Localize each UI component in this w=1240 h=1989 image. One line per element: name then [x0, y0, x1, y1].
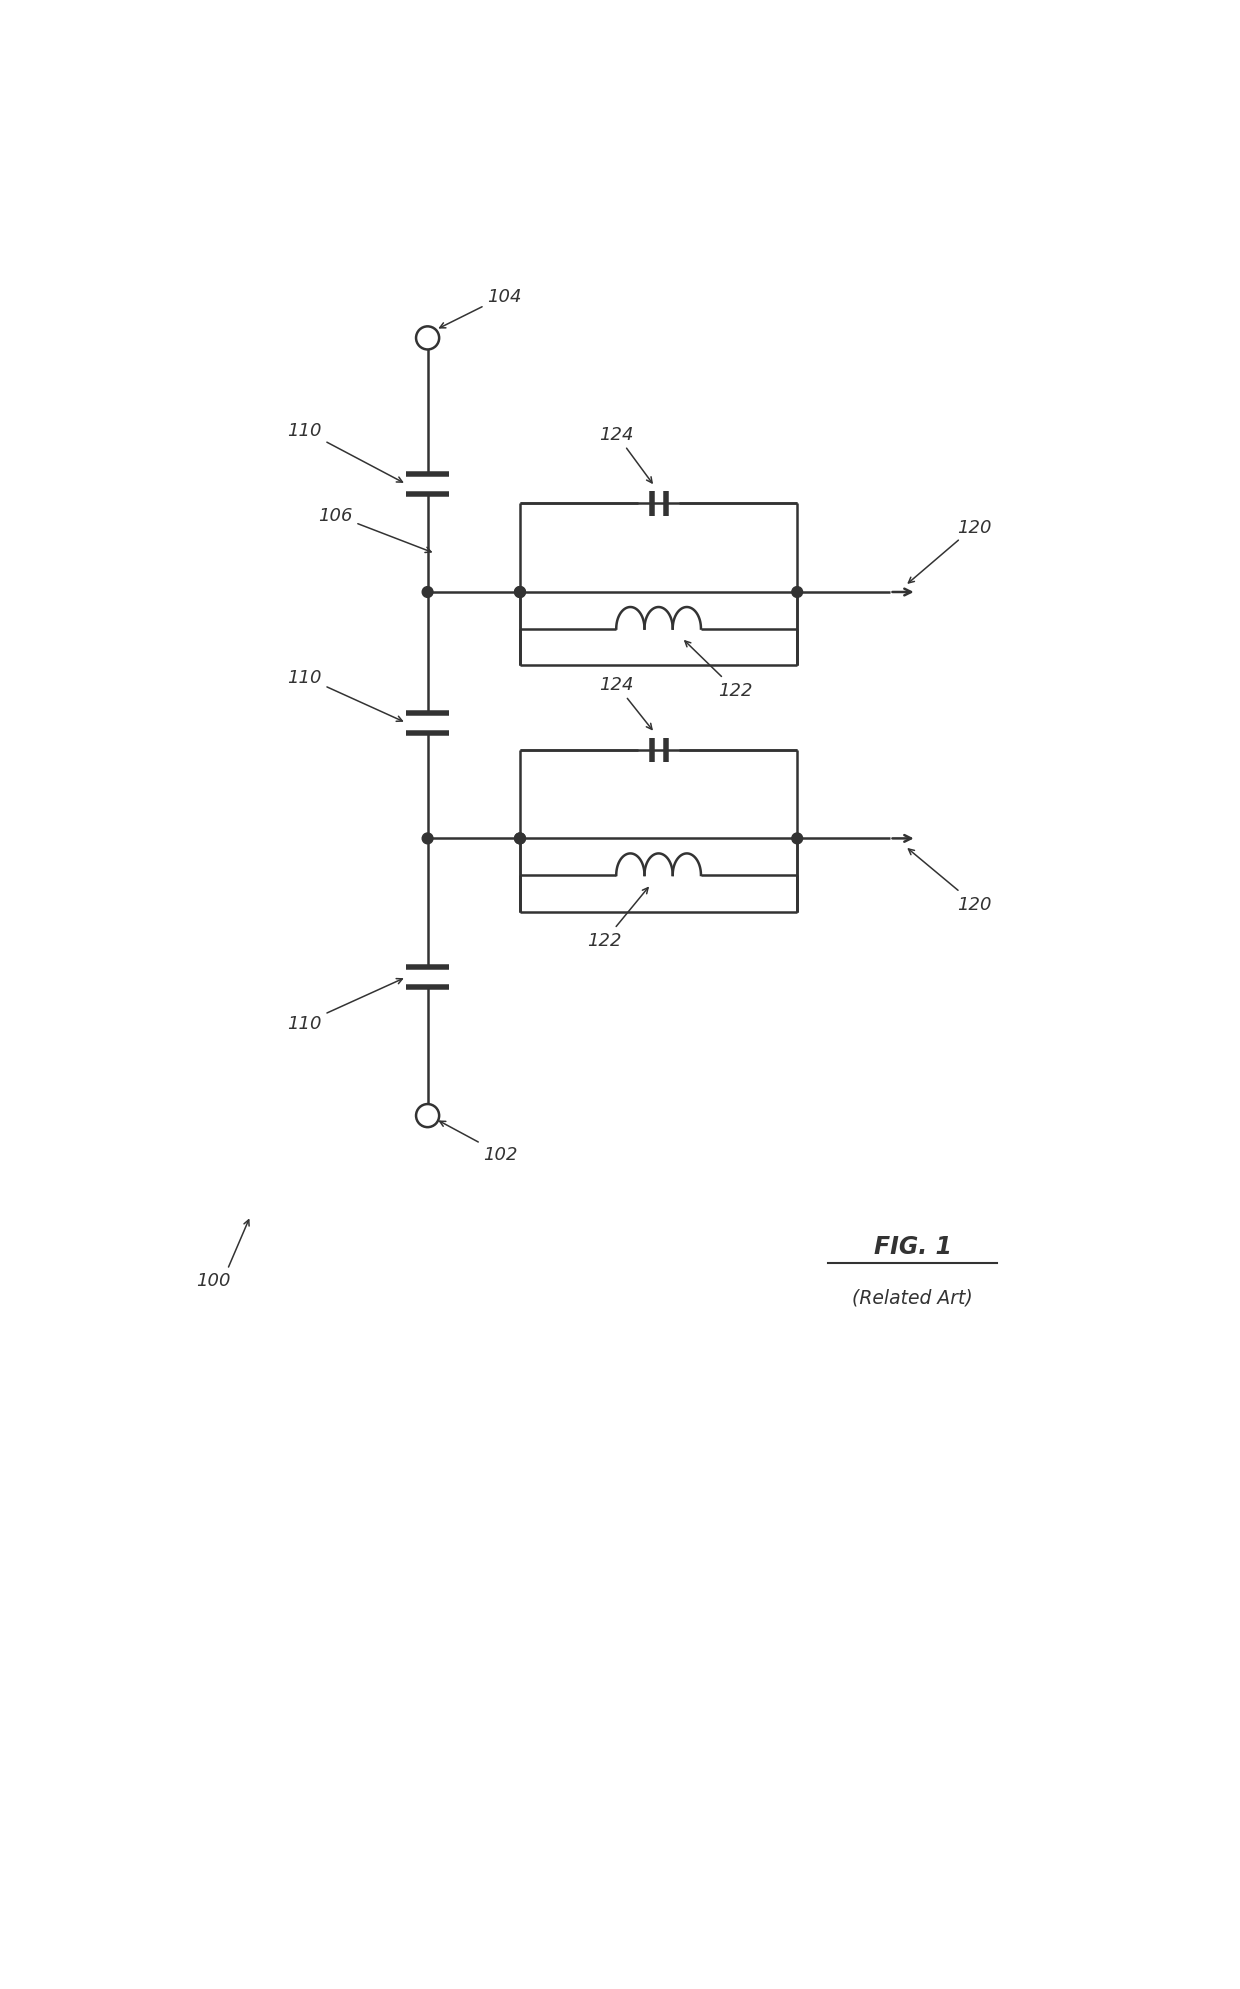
Text: 104: 104	[440, 286, 522, 328]
Text: 120: 120	[909, 849, 992, 913]
Circle shape	[515, 587, 526, 599]
Text: 110: 110	[288, 979, 402, 1032]
Text: 124: 124	[599, 676, 652, 730]
Text: 100: 100	[197, 1271, 231, 1289]
Circle shape	[515, 833, 526, 845]
Text: 110: 110	[288, 668, 402, 722]
Text: 110: 110	[288, 422, 403, 483]
Text: 102: 102	[440, 1122, 518, 1164]
Text: 124: 124	[599, 426, 652, 483]
Text: 106: 106	[317, 507, 432, 553]
Text: (Related Art): (Related Art)	[852, 1287, 973, 1307]
Circle shape	[515, 833, 526, 845]
Circle shape	[792, 833, 802, 845]
Circle shape	[422, 587, 433, 599]
Circle shape	[792, 587, 802, 599]
Text: 122: 122	[684, 642, 753, 700]
Text: 120: 120	[909, 519, 992, 583]
Circle shape	[422, 833, 433, 845]
Text: FIG. 1: FIG. 1	[874, 1235, 952, 1259]
Text: 122: 122	[588, 889, 649, 951]
Circle shape	[515, 587, 526, 599]
